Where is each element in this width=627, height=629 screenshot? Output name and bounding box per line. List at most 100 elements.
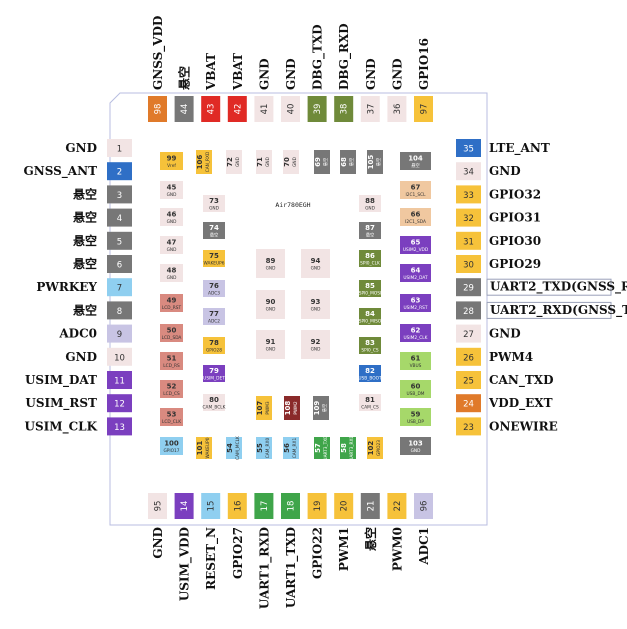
pin-label: PWM1 bbox=[337, 527, 351, 571]
pad-body bbox=[203, 337, 225, 354]
pin-pad bbox=[456, 162, 481, 181]
pin-number: 43 bbox=[207, 104, 217, 115]
pin-pad bbox=[148, 96, 167, 122]
pin-pad bbox=[456, 417, 481, 436]
pin-20: 20 PWM1 bbox=[334, 493, 354, 571]
pin-35: 35 LTE_ANT bbox=[456, 139, 550, 157]
pad-69: 69 悬空 bbox=[314, 150, 330, 174]
pad-name: GND bbox=[411, 448, 422, 454]
pad-name: ADC3 bbox=[208, 291, 220, 297]
pin-number: 33 bbox=[463, 191, 474, 201]
pin-96: 96 ADC1 bbox=[414, 493, 433, 566]
pin-2: 2 GNSS_ANT bbox=[24, 162, 132, 181]
pin-label: VDD_EXT bbox=[488, 396, 553, 411]
pin-label: RESET_N bbox=[204, 527, 219, 590]
pin-number: 28 bbox=[463, 307, 474, 317]
pin-42: 42 VBAT bbox=[227, 53, 247, 122]
pin-label: GND bbox=[151, 527, 165, 559]
pad-70: 70 GND bbox=[283, 150, 299, 174]
pad-number: 87 bbox=[365, 224, 375, 232]
pin-12: 12 USIM_RST bbox=[25, 394, 132, 413]
pin-label: 悬空 bbox=[72, 256, 97, 271]
pad-body bbox=[160, 294, 183, 312]
pad-name: LCD_RS bbox=[163, 363, 180, 369]
pad-body bbox=[226, 437, 242, 459]
pin-label: 悬空 bbox=[363, 527, 378, 552]
pin-label: DBG_TXD bbox=[311, 24, 326, 90]
pin-pad bbox=[456, 347, 481, 366]
pad-body bbox=[400, 408, 431, 426]
pin-label: GPIO22 bbox=[311, 527, 325, 579]
pad-name: SPI0_MOSI bbox=[359, 291, 382, 297]
pin-number: 22 bbox=[393, 501, 403, 512]
pin-label: GND bbox=[65, 350, 97, 364]
pad-number: 100 bbox=[164, 440, 179, 448]
pad-name: 悬空 bbox=[348, 158, 355, 167]
pin-label: USIM_VDD bbox=[178, 527, 193, 601]
pad-body bbox=[359, 337, 381, 354]
pin-number: 35 bbox=[463, 145, 474, 155]
pad-number: 85 bbox=[365, 282, 375, 290]
pin-pad bbox=[456, 371, 481, 389]
pad-name: UART3_RXD bbox=[349, 435, 355, 461]
pad-body bbox=[160, 264, 183, 282]
pin-pad bbox=[456, 301, 481, 320]
pad-name: GND bbox=[266, 307, 277, 313]
pad-body bbox=[256, 290, 285, 319]
pad-name: CAN_RXD bbox=[205, 151, 211, 172]
pin-label: VBAT bbox=[204, 53, 218, 91]
pad-number: 109 bbox=[313, 401, 321, 416]
pin-pad bbox=[334, 96, 354, 122]
pin-31: 31 GPIO30 bbox=[456, 231, 541, 250]
pin-label: ADC0 bbox=[58, 327, 97, 341]
pad-number: 59 bbox=[411, 411, 421, 419]
pin-13: 13 USIM_CLK bbox=[25, 417, 132, 436]
pin-label: GND bbox=[364, 58, 378, 90]
pin-label: GPIO29 bbox=[489, 257, 541, 271]
pin-number: 17 bbox=[260, 501, 270, 512]
pad-body bbox=[400, 294, 431, 312]
pad-number: 58 bbox=[340, 443, 348, 453]
pin-label: USIM_RST bbox=[25, 396, 97, 411]
pad-name: USB_DP bbox=[407, 419, 424, 425]
pin-pad bbox=[107, 394, 132, 413]
pin-label: PWRKEY bbox=[36, 280, 97, 294]
pin-24: 24 VDD_EXT bbox=[456, 394, 553, 413]
pad-body bbox=[400, 264, 431, 282]
pin-pad bbox=[456, 185, 481, 204]
pad-number: 108 bbox=[284, 401, 292, 416]
pad-body bbox=[359, 365, 381, 382]
pad-body bbox=[160, 208, 183, 226]
pad-number: 99 bbox=[167, 155, 177, 163]
pin-number: 44 bbox=[180, 104, 190, 115]
pad-number: 75 bbox=[209, 252, 219, 260]
pad-58: 58 UART3_RXD bbox=[340, 435, 356, 461]
pin-pad bbox=[107, 162, 132, 181]
pad-105: 105 悬空 bbox=[367, 150, 383, 174]
pad-number: 71 bbox=[256, 157, 264, 167]
pin-pad bbox=[174, 493, 194, 519]
pad-body bbox=[203, 250, 225, 267]
inner-pad-array: 99Vref45GND46GND47GND48GND49LCD_RST50LCD… bbox=[160, 150, 431, 461]
pad-number: 63 bbox=[411, 297, 421, 305]
pad-name: GND bbox=[266, 347, 277, 353]
pin-label: 悬空 bbox=[72, 233, 97, 248]
pad-body bbox=[367, 437, 383, 459]
pin-label: 悬空 bbox=[72, 302, 97, 317]
pad-54: 54 CAM_MCLK bbox=[226, 436, 242, 460]
pad-108: 108 PWM2 bbox=[284, 396, 300, 420]
pad-name: GND bbox=[235, 156, 241, 167]
pin-label-box bbox=[486, 301, 612, 319]
